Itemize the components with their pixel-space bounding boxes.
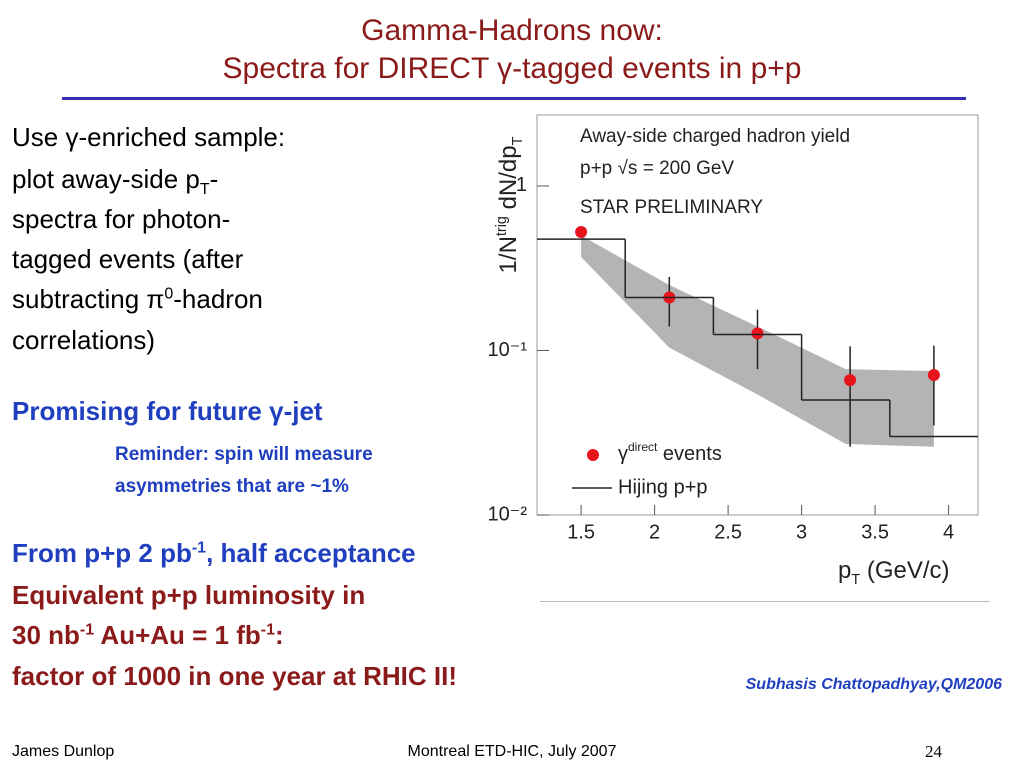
text: , half acceptance <box>206 538 416 568</box>
x-tick-label: 3.5 <box>861 521 889 543</box>
text: -1 <box>260 621 276 639</box>
text: -hadron <box>173 284 263 314</box>
text: : <box>275 620 284 650</box>
y-tick-label: 10⁻¹ <box>488 339 528 361</box>
y-tick-label: 10⁻² <box>488 503 528 525</box>
text: Reminder: spin will measure <box>115 444 373 465</box>
text: - <box>209 164 219 194</box>
title-rule <box>62 97 966 100</box>
text-line: From p+p 2 pb-1, half acceptance <box>12 538 416 569</box>
text: Au+Au = 1 fb <box>94 620 261 650</box>
label-part: T <box>510 136 526 145</box>
annotation: STAR PRELIMINARY <box>580 197 763 218</box>
text-line: tagged events (after <box>12 244 243 275</box>
text: asymmetries that are ~1% <box>115 476 349 497</box>
label-part: (GeV/c) <box>860 557 949 584</box>
text: -1 <box>191 539 207 557</box>
text-line: Use γ-enriched sample: <box>12 122 285 153</box>
x-tick-label: 2 <box>649 521 660 543</box>
text: factor of 1000 in one year at RHIC II! <box>12 661 458 691</box>
text: 0 <box>164 285 174 303</box>
text: tagged events (after <box>12 244 244 274</box>
label: 1/Ntrig dN/dpT <box>494 136 526 273</box>
footer-left: James Dunlop <box>12 743 115 760</box>
text-line: correlations) <box>12 325 155 356</box>
data-point <box>575 226 588 239</box>
title-line: Gamma-Hadrons now: <box>361 14 663 47</box>
data-point <box>751 327 764 340</box>
text: correlations) <box>12 325 156 355</box>
title-line: Spectra for DIRECT γ-tagged events in p+… <box>222 52 802 85</box>
text: 30 nb <box>12 620 80 650</box>
footer-center: Montreal ETD-HIC, July 2007 <box>407 743 617 760</box>
y-tick-label: 1 <box>516 174 527 196</box>
x-tick-label: 1.5 <box>567 521 595 543</box>
text: Promising for future γ-jet <box>12 396 323 426</box>
x-tick-label: 3 <box>796 521 807 543</box>
text: subtracting π <box>12 284 165 314</box>
text: From p+p 2 pb <box>12 538 192 568</box>
legend-marker <box>587 449 599 461</box>
data-point <box>844 374 857 387</box>
label-part: direct <box>628 440 658 454</box>
label-part: p <box>838 557 851 584</box>
text: -1 <box>79 621 95 639</box>
label: pT (GeV/c) <box>838 557 950 587</box>
text: spectra for photon- <box>12 204 231 234</box>
text: Equivalent p+p luminosity in <box>12 580 366 610</box>
label-part: events <box>657 443 721 465</box>
data-point <box>927 368 940 381</box>
label-part: γ <box>618 443 628 465</box>
text-line: 30 nb-1 Au+Au = 1 fb-1: <box>12 620 284 651</box>
text: T <box>199 181 210 199</box>
text: plot away-side p <box>12 164 200 194</box>
label-part: dN/dp <box>495 145 522 216</box>
label: γdirect events <box>618 440 722 465</box>
annotation: Away-side charged hadron yield <box>580 126 850 147</box>
plot-frame <box>536 114 979 516</box>
label-part: trig <box>494 216 510 236</box>
annotation: p+p √s = 200 GeV <box>580 158 734 179</box>
text: Use γ-enriched sample: <box>12 122 286 152</box>
label-part: T <box>851 572 860 588</box>
page-number: 24 <box>925 742 942 761</box>
text-line: plot away-side pT- <box>12 164 218 199</box>
label-part: 1/N <box>495 236 522 273</box>
separator <box>540 601 990 602</box>
x-tick-label: 4 <box>943 521 954 543</box>
x-tick-label: 2.5 <box>714 521 742 543</box>
text-line: subtracting π0-hadron <box>12 284 263 315</box>
citation: Subhasis Chattopadhyay,QM2006 <box>745 676 1002 693</box>
legend-label: Hijing p+p <box>618 476 708 498</box>
text-line: spectra for photon- <box>12 204 230 235</box>
